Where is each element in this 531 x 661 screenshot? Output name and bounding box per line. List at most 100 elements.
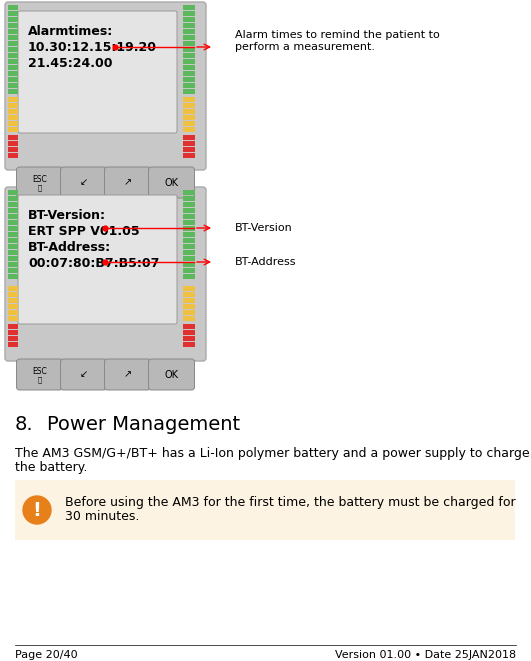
Bar	[8, 196, 18, 201]
Bar	[8, 65, 18, 70]
FancyBboxPatch shape	[61, 167, 107, 198]
Bar	[183, 232, 195, 237]
Text: Power Management: Power Management	[47, 415, 240, 434]
Bar	[183, 342, 195, 348]
Bar	[183, 23, 195, 28]
Bar	[183, 208, 195, 213]
Bar	[8, 11, 18, 16]
Bar	[8, 141, 18, 145]
Bar	[183, 83, 195, 88]
Bar	[8, 77, 18, 82]
Bar	[183, 304, 195, 309]
Text: The AM3 GSM/G+/BT+ has a Li-Ion polymer battery and a power supply to charge: The AM3 GSM/G+/BT+ has a Li-Ion polymer …	[15, 447, 529, 460]
FancyBboxPatch shape	[16, 167, 63, 198]
Bar	[8, 5, 18, 10]
Bar	[183, 325, 195, 329]
Circle shape	[23, 496, 51, 524]
Bar	[8, 41, 18, 46]
FancyBboxPatch shape	[61, 359, 107, 390]
Bar	[183, 147, 195, 151]
Bar	[8, 29, 18, 34]
Text: 00:07:80:B7:B5:07: 00:07:80:B7:B5:07	[28, 257, 159, 270]
Text: Before using the AM3 for the first time, the battery must be charged for: Before using the AM3 for the first time,…	[65, 496, 516, 509]
FancyBboxPatch shape	[105, 359, 150, 390]
Text: Page 20/40: Page 20/40	[15, 650, 78, 660]
Bar	[8, 135, 18, 139]
Text: ↗: ↗	[123, 178, 132, 188]
Text: ⏻: ⏻	[37, 376, 41, 383]
Bar	[8, 262, 18, 267]
Bar	[8, 35, 18, 40]
Bar	[183, 214, 195, 219]
Bar	[183, 153, 195, 157]
Bar	[183, 316, 195, 321]
FancyBboxPatch shape	[16, 359, 63, 390]
Bar	[8, 214, 18, 219]
FancyBboxPatch shape	[149, 359, 194, 390]
Bar	[183, 286, 195, 291]
Text: BT-Version: BT-Version	[235, 223, 293, 233]
Bar	[183, 336, 195, 341]
Text: 21.45:24.00: 21.45:24.00	[28, 57, 113, 70]
Bar	[8, 147, 18, 151]
Bar	[183, 310, 195, 315]
Bar	[183, 29, 195, 34]
Bar	[183, 41, 195, 46]
Bar	[183, 65, 195, 70]
Bar	[8, 310, 18, 315]
Bar	[183, 128, 195, 132]
Bar	[183, 11, 195, 16]
Text: ESC: ESC	[32, 175, 47, 184]
FancyBboxPatch shape	[18, 195, 177, 324]
Bar	[8, 297, 18, 303]
Bar	[183, 196, 195, 201]
Bar	[8, 97, 18, 102]
Bar	[8, 83, 18, 88]
Text: 10.30:12.15:19.20: 10.30:12.15:19.20	[28, 41, 157, 54]
Bar	[8, 292, 18, 297]
Bar	[8, 23, 18, 28]
Bar	[183, 5, 195, 10]
Bar	[8, 316, 18, 321]
Bar	[8, 304, 18, 309]
Bar	[8, 89, 18, 94]
Text: 8.: 8.	[15, 415, 33, 434]
Text: ↙: ↙	[80, 369, 88, 379]
FancyBboxPatch shape	[18, 11, 177, 133]
Text: ↙: ↙	[80, 178, 88, 188]
Bar	[8, 190, 18, 195]
Text: ⏻: ⏻	[37, 184, 41, 191]
Bar	[183, 115, 195, 120]
Bar	[8, 71, 18, 76]
Bar	[8, 238, 18, 243]
Bar	[183, 71, 195, 76]
Bar	[8, 17, 18, 22]
Bar	[183, 89, 195, 94]
Bar	[183, 244, 195, 249]
Text: BT-Address:: BT-Address:	[28, 241, 111, 254]
Bar	[8, 128, 18, 132]
Bar	[15, 480, 515, 540]
Bar	[8, 122, 18, 126]
Bar	[183, 268, 195, 273]
Bar	[183, 135, 195, 139]
Bar	[183, 202, 195, 207]
Bar	[183, 141, 195, 145]
Bar	[8, 208, 18, 213]
Bar	[183, 220, 195, 225]
Bar	[8, 325, 18, 329]
Bar	[183, 292, 195, 297]
Bar	[183, 238, 195, 243]
FancyBboxPatch shape	[5, 2, 206, 170]
Bar	[8, 47, 18, 52]
Bar	[183, 256, 195, 261]
Text: OK: OK	[165, 369, 178, 379]
FancyBboxPatch shape	[105, 167, 150, 198]
Text: BT-Version:: BT-Version:	[28, 209, 106, 222]
Bar	[8, 274, 18, 279]
Bar	[8, 286, 18, 291]
Bar	[183, 274, 195, 279]
Text: Alarm times to remind the patient to
perform a measurement.: Alarm times to remind the patient to per…	[235, 30, 440, 52]
Bar	[8, 336, 18, 341]
Bar	[183, 122, 195, 126]
